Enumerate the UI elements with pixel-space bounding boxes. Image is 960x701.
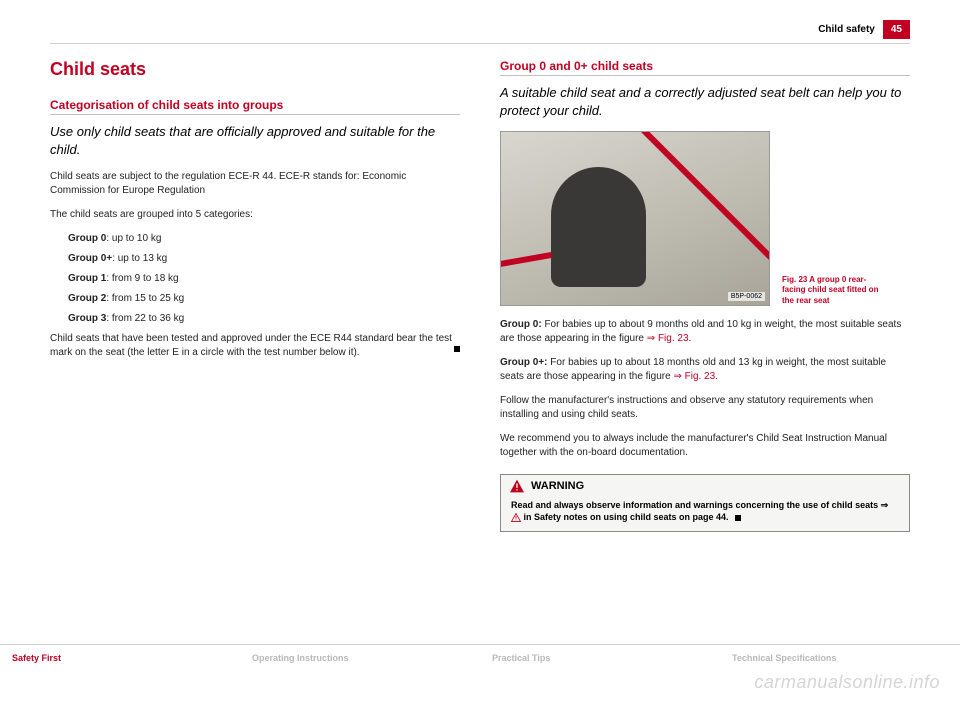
lead-text: Use only child seats that are officially…	[50, 123, 460, 158]
figure-link[interactable]: ⇒ Fig. 23	[647, 333, 689, 344]
group-item: Group 0: up to 10 kg	[68, 232, 460, 246]
body-text: The child seats are grouped into 5 categ…	[50, 208, 460, 222]
right-column: Group 0 and 0+ child seats A suitable ch…	[500, 59, 910, 532]
group-text: : from 15 to 25 kg	[106, 293, 184, 304]
group-item: Group 2: from 15 to 25 kg	[68, 292, 460, 306]
group-item: Group 1: from 9 to 18 kg	[68, 272, 460, 286]
group-label: Group 0	[68, 233, 106, 244]
body-text: Child seats that have been tested and ap…	[50, 332, 460, 360]
body-text: We recommend you to always include the m…	[500, 432, 910, 460]
group-label: Group 0:	[500, 319, 544, 330]
chapter-title: Child safety	[818, 24, 875, 35]
figure-image: B5P-0062	[500, 131, 770, 306]
footer-tab-technical[interactable]: Technical Specifications	[720, 644, 960, 671]
warning-box: WARNING Read and always observe informat…	[500, 474, 910, 532]
subsection-heading: Group 0 and 0+ child seats	[500, 59, 910, 76]
warning-icon	[509, 479, 525, 493]
footer-nav: Safety First Operating Instructions Prac…	[0, 644, 960, 671]
body-text: Group 0+: For babies up to about 18 mont…	[500, 356, 910, 384]
figure-wrap: B5P-0062 Fig. 23 A group 0 rear-facing c…	[500, 131, 910, 306]
warning-title: WARNING	[531, 480, 584, 492]
watermark: carmanualsonline.info	[754, 672, 940, 693]
group-text: : up to 13 kg	[112, 253, 167, 264]
page-number: 45	[883, 20, 910, 39]
body-text-content: Child seats that have been tested and ap…	[50, 333, 452, 358]
warning-icon	[511, 513, 521, 522]
content-columns: Child seats Categorisation of child seat…	[50, 59, 910, 532]
left-column: Child seats Categorisation of child seat…	[50, 59, 460, 532]
page-header: Child safety 45	[50, 20, 910, 44]
group-text: : from 22 to 36 kg	[106, 313, 184, 324]
warning-body: Read and always observe information and …	[501, 495, 909, 531]
belt-graphic	[500, 252, 552, 293]
group-label: Group 1	[68, 273, 106, 284]
figure-tag: B5P-0062	[728, 292, 765, 301]
group-label: Group 0+	[68, 253, 112, 264]
subsection-heading: Categorisation of child seats into group…	[50, 98, 460, 115]
group-item: Group 0+: up to 13 kg	[68, 252, 460, 266]
group-label: Group 2	[68, 293, 106, 304]
warning-header: WARNING	[501, 475, 909, 495]
body-text: Follow the manufacturer's instructions a…	[500, 394, 910, 422]
lead-text: A suitable child seat and a correctly ad…	[500, 84, 910, 119]
group-text: : up to 10 kg	[106, 233, 161, 244]
group-item: Group 3: from 22 to 36 kg	[68, 312, 460, 326]
body-text: Child seats are subject to the regulatio…	[50, 170, 460, 198]
section-heading: Child seats	[50, 59, 460, 80]
seat-graphic	[551, 167, 646, 287]
figure-link[interactable]: ⇒ Fig. 23	[673, 371, 715, 382]
group-label: Group 3	[68, 313, 106, 324]
warning-text: Read and always observe information and …	[511, 500, 888, 510]
footer-tab-operating[interactable]: Operating Instructions	[240, 644, 480, 671]
footer-tab-practical[interactable]: Practical Tips	[480, 644, 720, 671]
body-text: Group 0: For babies up to about 9 months…	[500, 318, 910, 346]
figure-caption: Fig. 23 A group 0 rear-facing child seat…	[782, 275, 882, 306]
body-text-content: For babies up to about 9 months old and …	[500, 319, 901, 344]
page: Child safety 45 Child seats Categorisati…	[0, 0, 960, 701]
warning-text: in Safety notes on using child seats on …	[524, 512, 729, 522]
footer-tab-safety[interactable]: Safety First	[0, 644, 240, 671]
group-label: Group 0+:	[500, 357, 550, 368]
section-end-icon	[454, 346, 460, 352]
section-end-icon	[735, 515, 741, 521]
group-text: : from 9 to 18 kg	[106, 273, 178, 284]
